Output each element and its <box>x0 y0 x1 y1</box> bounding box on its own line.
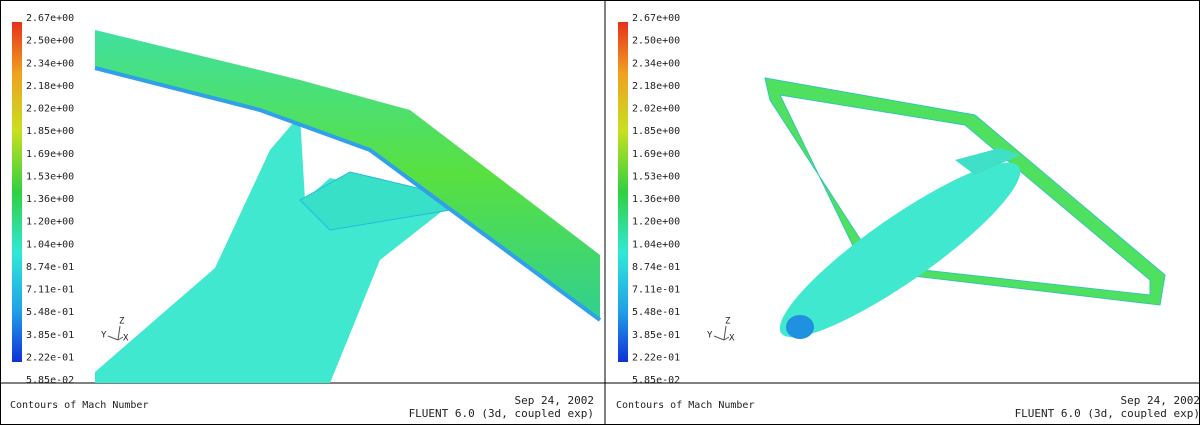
left-view <box>95 30 600 383</box>
colorbar-label: 7.11e-01 <box>26 285 74 296</box>
colorbar-label: 2.18e+00 <box>632 81 680 92</box>
axis-label: X <box>729 334 735 344</box>
colorbar-label: 1.69e+00 <box>26 149 74 160</box>
colorbar-label: 1.20e+00 <box>26 217 74 228</box>
footer-title: Contours of Mach Number <box>616 400 754 411</box>
colorbar-label: 7.11e-01 <box>632 285 680 296</box>
colorbar-label: 2.18e+00 <box>26 81 74 92</box>
colorbar-label: 1.36e+00 <box>632 194 680 205</box>
axis-label: Y <box>707 331 713 341</box>
colorbar-labels: 2.67e+00 2.50e+00 2.34e+00 2.18e+00 2.02e+00… <box>632 13 680 386</box>
colorbar-label: 3.85e-01 <box>632 330 680 341</box>
colorbar-label: 2.34e+00 <box>26 58 74 69</box>
colorbar-label: 1.04e+00 <box>632 239 680 250</box>
axis-line <box>724 326 726 340</box>
axis-line <box>714 336 724 340</box>
axis-line <box>108 336 118 340</box>
footer-date: Sep 24, 2002 <box>515 394 594 407</box>
colorbar-label: 2.67e+00 <box>26 13 74 24</box>
axis-label: X <box>123 334 129 344</box>
colorbar-label: 2.50e+00 <box>26 36 74 47</box>
footer-solver: FLUENT 6.0 (3d, coupled exp) <box>1015 407 1200 420</box>
colorbar-label: 1.85e+00 <box>26 126 74 137</box>
colorbar-label: 1.53e+00 <box>26 171 74 182</box>
colorbar-label: 1.53e+00 <box>632 171 680 182</box>
colorbar <box>618 22 628 362</box>
colorbar-label: 1.85e+00 <box>632 126 680 137</box>
colorbar-label: 2.22e-01 <box>26 352 74 363</box>
colorbar-label: 1.69e+00 <box>632 149 680 160</box>
footer-title: Contours of Mach Number <box>10 400 148 411</box>
colorbar-label: 1.04e+00 <box>26 239 74 250</box>
colorbar-label: 2.67e+00 <box>632 13 680 24</box>
nose <box>786 315 814 339</box>
footer-solver: FLUENT 6.0 (3d, coupled exp) <box>409 407 594 420</box>
axis-label: Z <box>725 317 731 327</box>
colorbar-label: 5.48e-01 <box>632 307 680 318</box>
colorbar-label: 2.50e+00 <box>632 36 680 47</box>
footer-date: Sep 24, 2002 <box>1121 394 1200 407</box>
axis-label: Z <box>119 317 125 327</box>
colorbar-label: 5.85e-02 <box>26 375 74 386</box>
colorbar-label: 3.85e-01 <box>26 330 74 341</box>
colorbar-label: 2.02e+00 <box>26 104 74 115</box>
colorbar-label: 5.48e-01 <box>26 307 74 318</box>
colorbar-label: 5.85e-02 <box>632 375 680 386</box>
colorbar-labels: 2.67e+00 2.50e+00 2.34e+00 2.18e+00 2.02e+00… <box>26 13 74 386</box>
colorbar <box>12 22 22 362</box>
colorbar-label: 2.22e-01 <box>632 352 680 363</box>
colorbar-label: 8.74e-01 <box>26 262 74 273</box>
colorbar-label: 2.02e+00 <box>632 104 680 115</box>
screenshot: 2.67e+00 2.50e+00 2.34e+00 2.18e+00 2.02e+00… <box>0 0 1200 425</box>
colorbar-label: 1.20e+00 <box>632 217 680 228</box>
colorbar-label: 8.74e-01 <box>632 262 680 273</box>
right-view <box>763 78 1165 359</box>
axis-line <box>118 326 120 340</box>
axis-label: Y <box>101 331 107 341</box>
colorbar-label: 1.36e+00 <box>26 194 74 205</box>
page: 2.67e+00 2.50e+00 2.34e+00 2.18e+00 2.02e+00… <box>0 0 1200 425</box>
colorbar-label: 2.34e+00 <box>632 58 680 69</box>
